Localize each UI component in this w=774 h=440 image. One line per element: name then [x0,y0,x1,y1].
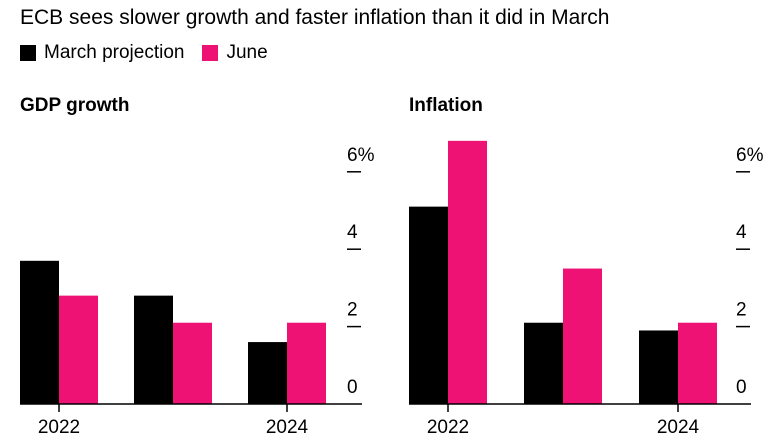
inflation-bar-march-2022 [409,206,448,404]
inflation-y-tick-label: 2 [736,300,747,321]
inflation-y-tick-label: 0 [736,377,747,398]
inflation-bar-june-2024 [678,322,717,404]
legend-item-march: March projection [20,42,184,64]
gdp-growth-x-tick-label: 2022 [38,417,80,438]
legend: March projection June [20,41,286,65]
inflation-panel-title: Inflation [409,95,483,116]
gdp-growth-x-tick-label: 2024 [266,417,309,438]
inflation-bar-june-2023 [563,268,602,404]
legend-item-june: June [202,42,268,64]
inflation-bar-march-2024 [639,330,678,404]
gdp-growth-bar-march-2024 [248,342,287,404]
gdp-growth-y-tick-label: 0 [347,377,358,398]
legend-label-march: March projection [44,42,185,63]
gdp-growth-bar-march-2023 [134,295,173,404]
gdp-growth-y-tick-label: 6% [347,145,375,166]
gdp-growth-bar-june-2022 [59,295,98,404]
gdp-growth-bar-june-2023 [173,322,212,404]
inflation-bar-march-2023 [524,322,563,404]
inflation-bar-june-2022 [448,140,487,404]
gdp-growth-y-tick-label: 4 [347,222,358,243]
legend-label-june: June [226,42,268,63]
inflation-x-tick-label: 2024 [657,417,700,438]
gdp-growth-y-tick-label: 2 [347,300,358,321]
gdp-growth-panel: GDP growth 0 2 4 6% 2022 2024 [20,95,375,438]
gdp-growth-panel-title: GDP growth [20,95,129,116]
legend-swatch-march [20,45,36,61]
chart-title: ECB sees slower growth and faster inflat… [20,6,610,29]
inflation-x-tick-label: 2022 [427,417,469,438]
inflation-y-tick-label: 6% [736,145,764,166]
gdp-growth-bar-june-2024 [287,322,326,404]
gdp-growth-bar-march-2022 [20,260,59,404]
legend-swatch-june [202,45,219,61]
inflation-panel: Inflation 0 2 4 6% 2022 2024 [409,95,764,438]
inflation-y-tick-label: 4 [736,222,747,243]
